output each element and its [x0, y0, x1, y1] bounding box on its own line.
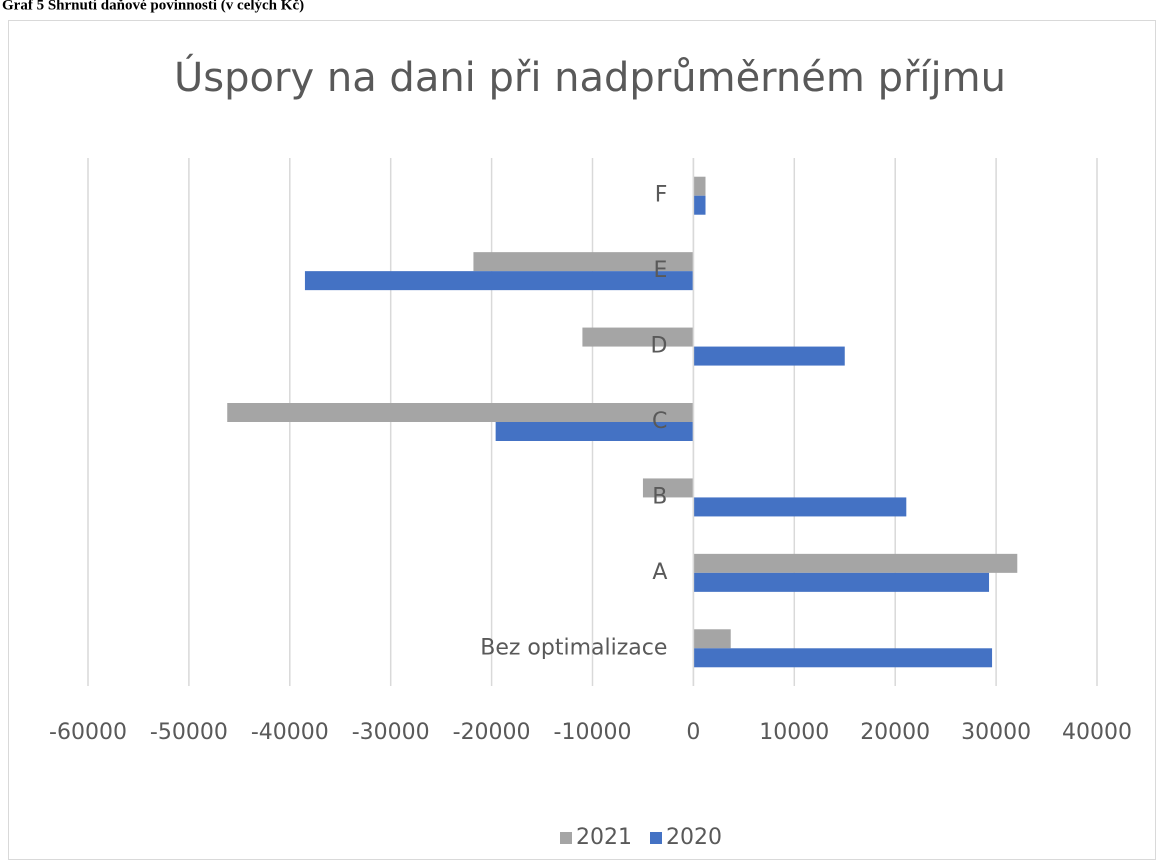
legend-label: 2021	[576, 825, 632, 850]
legend-swatch	[560, 832, 572, 844]
y-tick-label: A	[652, 560, 667, 585]
legend-swatch	[650, 832, 662, 844]
x-tick-label: 30000	[961, 720, 1031, 745]
bar	[693, 346, 845, 366]
bar	[582, 327, 694, 347]
bar	[693, 176, 706, 196]
x-tick-label: 10000	[759, 720, 829, 745]
bar	[304, 271, 694, 291]
x-tick-label: -60000	[49, 720, 127, 745]
x-tick-label: 40000	[1062, 720, 1132, 745]
y-tick-label: D	[650, 334, 667, 359]
x-tick-label: 20000	[860, 720, 930, 745]
y-tick-label: C	[652, 409, 667, 434]
y-tick-label: E	[653, 258, 667, 283]
chart-frame	[8, 20, 1156, 860]
bar	[693, 497, 907, 517]
bar	[693, 195, 706, 215]
x-tick-label: -10000	[554, 720, 632, 745]
heading: Graf 5 Shrnutí daňové povinnosti (v celý…	[2, 0, 304, 13]
bar	[495, 422, 694, 441]
bar	[693, 648, 993, 668]
y-tick-label: F	[655, 183, 668, 208]
y-tick-label: Bez optimalizace	[480, 635, 667, 660]
x-tick-label: -50000	[150, 720, 228, 745]
bar	[693, 572, 990, 592]
x-tick-label: -20000	[453, 720, 531, 745]
legend-label: 2020	[666, 825, 722, 850]
x-tick-label: 0	[686, 720, 700, 745]
x-tick-label: -30000	[352, 720, 430, 745]
x-tick-label: -40000	[251, 720, 329, 745]
bar	[693, 553, 1018, 573]
chart-title: Úspory na dani při nadprůměrném příjmu	[174, 53, 1006, 101]
bar	[473, 252, 694, 272]
y-tick-label: B	[652, 484, 667, 509]
bar	[693, 629, 731, 649]
bar	[642, 478, 694, 498]
bar	[227, 403, 694, 422]
